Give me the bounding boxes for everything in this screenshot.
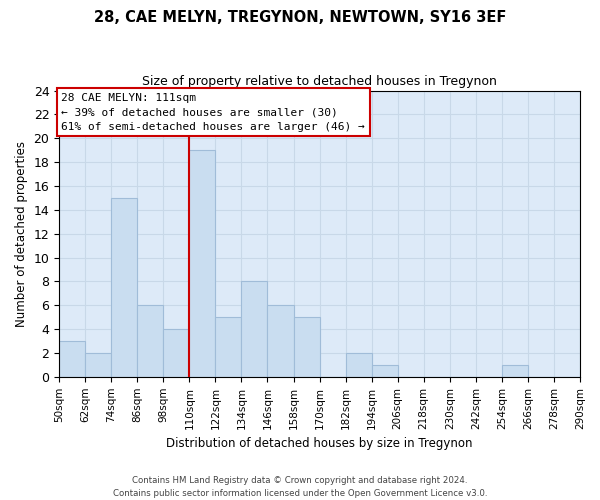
Bar (268, 306, 293, 377)
Text: Contains HM Land Registry data © Crown copyright and database right 2024.
Contai: Contains HM Land Registry data © Crown c… (113, 476, 487, 498)
Text: 28, CAE MELYN, TREGYNON, NEWTOWN, SY16 3EF: 28, CAE MELYN, TREGYNON, NEWTOWN, SY16 3… (94, 10, 506, 25)
Title: Size of property relative to detached houses in Tregynon: Size of property relative to detached ho… (142, 75, 497, 88)
Bar (502, 365, 528, 377)
Bar (293, 317, 320, 377)
Text: 28 CAE MELYN: 111sqm
← 39% of detached houses are smaller (30)
61% of semi-detac: 28 CAE MELYN: 111sqm ← 39% of detached h… (61, 93, 365, 132)
Y-axis label: Number of detached properties: Number of detached properties (15, 140, 28, 326)
Bar (163, 329, 190, 377)
Bar (346, 353, 371, 377)
Bar (137, 306, 163, 377)
Bar (241, 282, 268, 377)
Bar (371, 365, 398, 377)
Bar (85, 353, 111, 377)
Bar (111, 198, 137, 377)
Bar (215, 317, 241, 377)
X-axis label: Distribution of detached houses by size in Tregynon: Distribution of detached houses by size … (166, 437, 473, 450)
Bar (190, 150, 215, 377)
Bar (59, 341, 85, 377)
